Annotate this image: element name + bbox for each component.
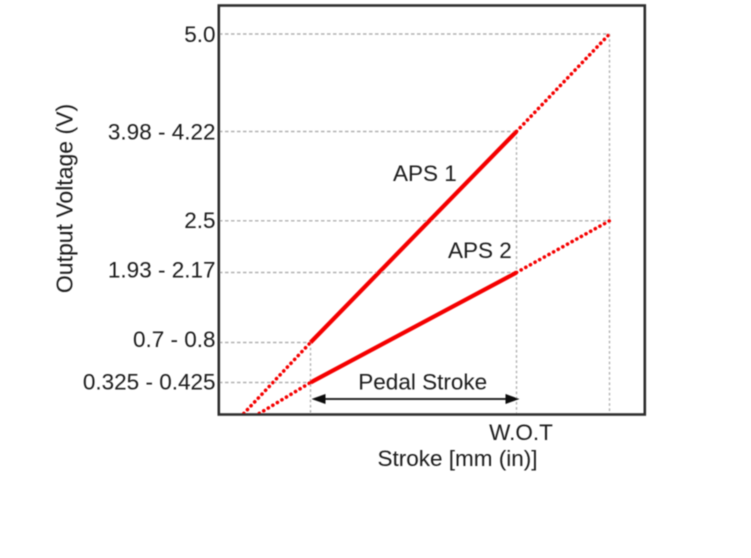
svg-text:1.93 - 2.17: 1.93 - 2.17 [108, 258, 216, 283]
svg-text:5.0: 5.0 [184, 22, 215, 47]
svg-text:Pedal Stroke: Pedal Stroke [358, 370, 487, 395]
svg-text:3.98 - 4.22: 3.98 - 4.22 [108, 120, 216, 145]
svg-text:W.O.T: W.O.T [489, 420, 553, 445]
svg-text:0.7 - 0.8: 0.7 - 0.8 [133, 327, 216, 352]
svg-text:2.5: 2.5 [184, 208, 215, 233]
svg-text:APS 2: APS 2 [448, 238, 512, 263]
svg-text:Output Voltage (V): Output Voltage (V) [52, 104, 78, 293]
svg-text:Stroke [mm (in)]: Stroke [mm (in)] [377, 446, 537, 471]
svg-text:APS 1: APS 1 [393, 161, 457, 186]
svg-text:0.325 - 0.425: 0.325 - 0.425 [83, 370, 216, 395]
